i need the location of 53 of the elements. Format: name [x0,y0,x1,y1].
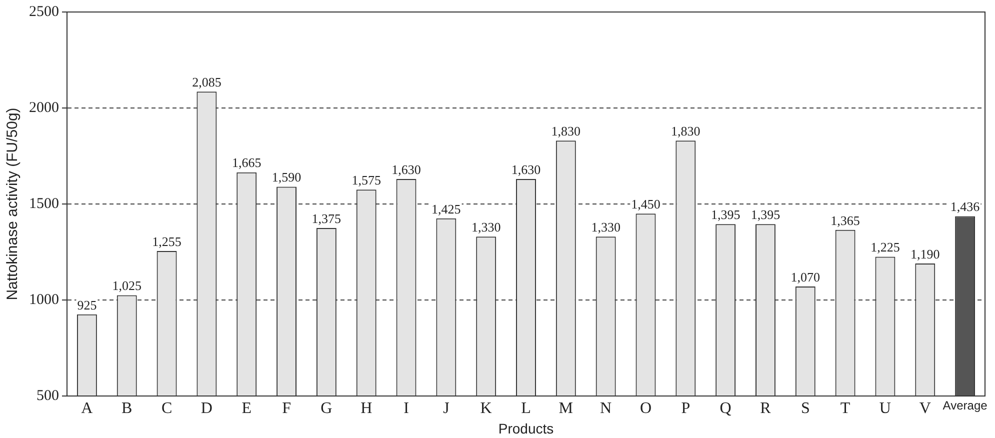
data-label: 1,590 [272,170,302,185]
x-tick-label: S [800,400,810,417]
x-tick-label: M [558,400,574,417]
y-axis-title: Nattokinase activity (FU/50g) [4,108,22,300]
x-tick-label: F [282,400,292,417]
y-tick-label: 1000 [29,292,59,308]
data-label: 925 [77,297,97,312]
y-tick-label: 1500 [29,196,59,212]
data-label: 1,025 [112,278,142,294]
data-label: 1,395 [750,207,780,222]
data-label: 1,395 [710,207,740,222]
data-label: 1,190 [910,246,940,262]
data-label: 1,436 [950,199,980,214]
x-tick-label: L [521,400,531,417]
data-label: 1,330 [591,220,620,235]
data-label: 1,330 [471,220,501,235]
data-label: 1,630 [392,162,421,177]
x-tick-label: H [360,400,373,417]
x-tick-label: B [122,400,132,417]
x-tick-label: J [443,400,450,417]
x-tick-label: P [681,400,690,417]
x-tick-label: R [760,400,772,417]
x-tick-label: G [320,400,333,417]
data-label: 1,375 [312,210,342,226]
data-label: 1,070 [790,269,820,284]
x-axis-title: Products [498,420,554,436]
y-tick-label: 500 [36,388,59,404]
data-label: 1,255 [152,234,182,249]
y-tick-label: 2500 [29,4,59,20]
x-tick-label: T [840,400,850,417]
x-tick-label: U [879,400,892,417]
data-label: 1,630 [511,162,541,177]
data-label: 2,085 [192,74,222,90]
x-tick-label: D [200,400,212,417]
x-tick-label: O [640,400,652,417]
x-tick-label: Q [720,400,732,417]
data-label: 1,665 [232,155,262,170]
x-tick-label: A [81,400,94,417]
x-tick-label: C [161,400,172,417]
x-tick-label: Average [942,398,988,413]
y-tick-label: 2000 [29,100,59,116]
data-label: 1,830 [671,124,700,139]
x-tick-label: K [480,400,492,417]
x-tick-label: V [919,400,932,417]
x-tick-label: N [600,400,612,417]
data-label: 1,225 [870,240,900,255]
data-label: 1,575 [352,172,381,188]
data-label: 1,365 [830,212,860,228]
x-tick-label: E [242,400,252,417]
data-label: 1,450 [631,196,660,212]
data-label: 1,425 [432,201,461,216]
data-label: 1,830 [551,124,581,139]
x-tick-label: I [404,400,409,417]
